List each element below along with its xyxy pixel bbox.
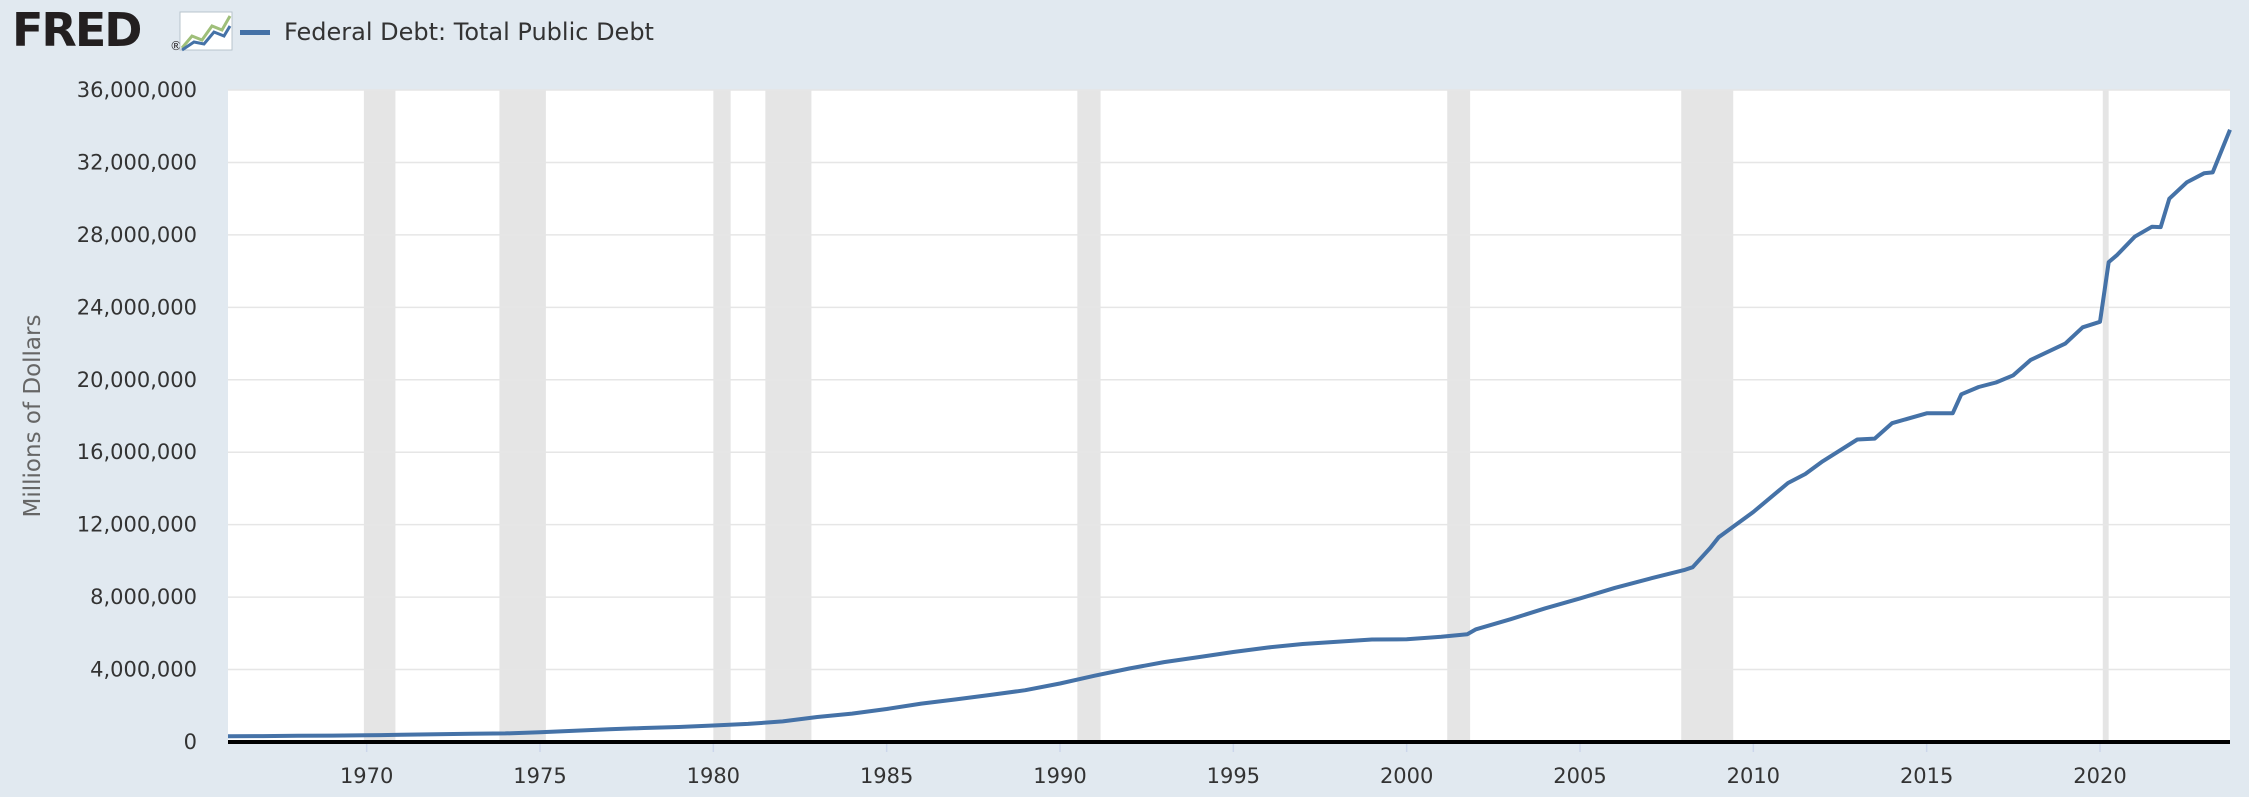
y-tick-label: 4,000,000 (90, 658, 197, 682)
y-tick-label: 12,000,000 (77, 513, 197, 537)
series-line-federal-debt (227, 129, 2232, 739)
x-tick-label: 1995 (1207, 764, 1260, 788)
recession-band (363, 90, 396, 742)
recession-band (2102, 90, 2109, 742)
y-tick-label: 16,000,000 (77, 440, 197, 464)
x-tick-label: 2020 (2073, 764, 2126, 788)
fred-logo[interactable]: FRED ® (12, 0, 242, 60)
y-tick-label: 28,000,000 (77, 223, 197, 247)
recession-band (499, 90, 546, 742)
recession-band (1447, 90, 1471, 742)
x-tick-label: 2015 (1900, 764, 1953, 788)
recession-band (765, 90, 812, 742)
x-tick-label: 2000 (1380, 764, 1433, 788)
x-axis-ticks: 1970 1975 1980 1985 1990 1995 2000 2005 2010 2015… (340, 742, 2127, 788)
y-tick-label: 0 (184, 730, 197, 754)
recession-band (1681, 90, 1734, 742)
x-tick-label: 1980 (687, 764, 740, 788)
y-axis-ticks: 0 4,000,000 8,000,000 12,000,000 16,000,000 2… (77, 78, 197, 754)
registered-mark: ® (170, 39, 182, 53)
y-tick-label: 36,000,000 (77, 78, 197, 102)
x-tick-label: 1985 (860, 764, 913, 788)
recession-band (713, 90, 731, 742)
recession-band (1077, 90, 1101, 742)
fred-chart-icon (179, 11, 233, 52)
plot-area (228, 90, 2230, 742)
x-tick-label: 2010 (1727, 764, 1780, 788)
y-tick-label: 20,000,000 (77, 368, 197, 392)
y-tick-label: 32,000,000 (77, 150, 197, 174)
y-tick-label: 8,000,000 (90, 585, 197, 609)
x-tick-label: 1975 (513, 764, 566, 788)
recession-bands (363, 90, 2109, 742)
x-tick-label: 1970 (340, 764, 393, 788)
legend[interactable]: Federal Debt: Total Public Debt (240, 14, 654, 50)
x-tick-label: 2005 (1553, 764, 1606, 788)
legend-swatch (240, 29, 270, 35)
legend-label: Federal Debt: Total Public Debt (284, 18, 654, 46)
gridlines (228, 89, 2230, 671)
y-axis-label: Millions of Dollars (20, 315, 46, 518)
y-tick-label: 24,000,000 (77, 295, 197, 319)
x-tick-label: 1990 (1033, 764, 1086, 788)
fred-logo-text: FRED (12, 3, 140, 57)
